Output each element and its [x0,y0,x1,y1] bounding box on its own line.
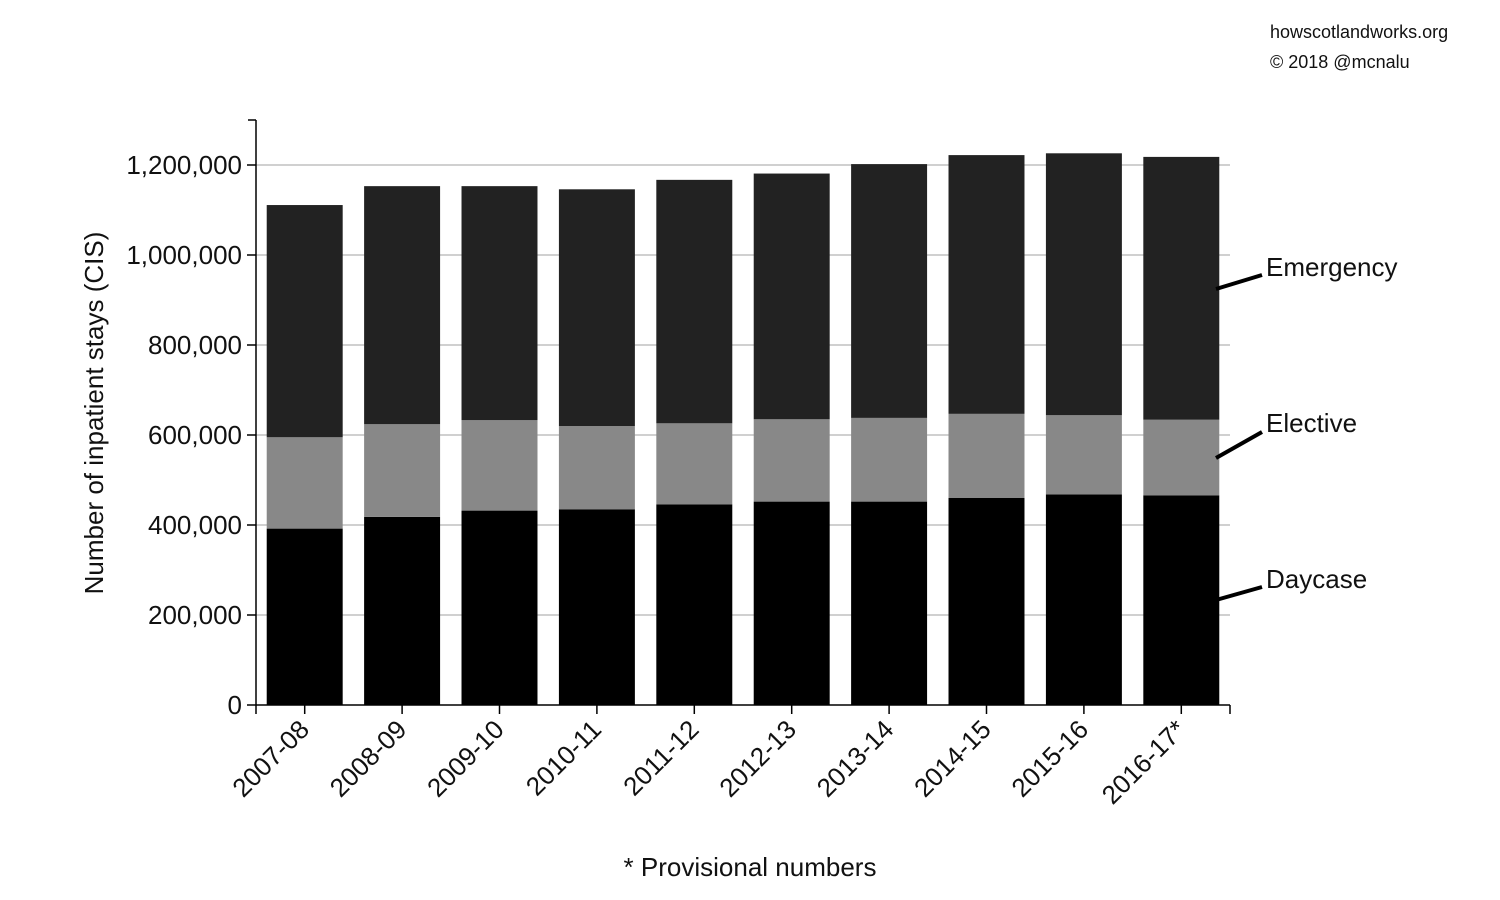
bar-elective [1143,419,1220,496]
legend-label-emergency: Emergency [1266,252,1398,282]
bar-emergency [1045,153,1122,416]
x-tick-label: 2011-12 [617,714,704,801]
credit-copyright: © 2018 @mcnalu [1270,52,1410,72]
bar-emergency [364,186,441,425]
legend-leader-elective [1215,430,1263,460]
x-tick-label: 2009-10 [421,714,510,803]
y-tick-label: 0 [228,690,242,720]
bar-elective [364,424,441,517]
bar-elective [1045,415,1122,495]
x-tick-label: 2010-11 [520,714,607,801]
bar-daycase [851,501,928,705]
x-tick-label: 2016-17* [1096,714,1192,810]
bar-daycase [1045,494,1122,705]
bar-elective [461,420,538,511]
y-tick-label: 200,000 [148,600,242,630]
bar-daycase [461,510,538,705]
bar-daycase [266,528,343,705]
y-tick-label: 400,000 [148,510,242,540]
x-tick-label: 2014-15 [908,714,997,803]
bar-emergency [558,189,635,426]
x-tick-label: 2008-09 [324,714,413,803]
bar-emergency [461,186,538,421]
bar-elective [558,426,635,510]
legend: Daycase Elective Emergency [1215,252,1398,602]
y-tick-label: 800,000 [148,330,242,360]
bar-daycase [753,501,830,705]
bar-elective [948,413,1025,498]
legend-label-elective: Elective [1266,408,1357,438]
bar-emergency [851,164,928,418]
legend-label-daycase: Daycase [1266,564,1367,594]
bar-daycase [656,504,733,705]
bar-emergency [1143,156,1220,420]
footnote: * Provisional numbers [623,852,877,882]
credit-site: howscotlandworks.org [1270,22,1449,42]
legend-leader-emergency [1215,273,1263,291]
y-tick-label: 600,000 [148,420,242,450]
bar-elective [266,437,343,529]
y-tick-label: 1,200,000 [126,150,242,180]
bars [266,153,1220,705]
bar-daycase [948,498,1025,705]
bar-emergency [753,173,830,420]
bar-elective [753,419,830,502]
bar-elective [851,417,928,502]
bar-elective [656,423,733,505]
bar-daycase [558,509,635,705]
x-tick-label: 2013-14 [811,714,900,803]
x-tick-label: 2015-16 [1005,714,1094,803]
bar-daycase [364,516,441,705]
y-tick-label: 1,000,000 [126,240,242,270]
bar-daycase [1143,495,1220,705]
bar-emergency [266,205,343,438]
bar-emergency [656,179,733,424]
x-tick-label: 2012-13 [713,714,802,803]
y-axis-label: Number of inpatient stays (CIS) [79,232,109,595]
x-tick-label: 2007-08 [226,714,315,803]
bar-emergency [948,155,1025,414]
legend-leader-daycase [1215,585,1263,602]
